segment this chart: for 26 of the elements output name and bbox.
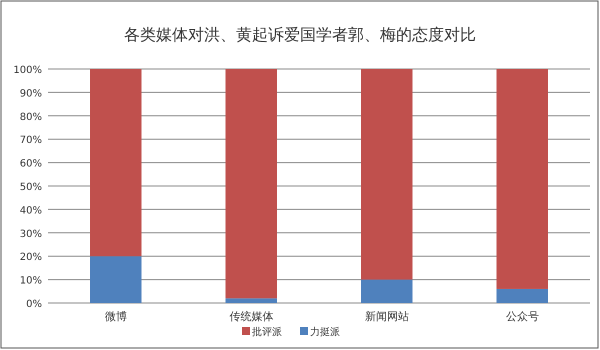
y-tick-label: 100% <box>13 65 42 76</box>
bar <box>496 288 548 303</box>
bar <box>90 69 142 256</box>
x-tick-label: 传统媒体 <box>229 310 274 323</box>
bar <box>361 280 412 303</box>
y-tick-label: 0% <box>26 299 42 310</box>
x-tick-label: 新闻网站 <box>364 310 409 323</box>
bar <box>226 69 277 298</box>
y-tick-label: 60% <box>20 158 42 170</box>
bar <box>496 69 548 289</box>
bar <box>361 69 412 280</box>
bar <box>90 256 142 303</box>
x-tick-label: 微博 <box>104 310 127 323</box>
y-tick-label: 80% <box>20 112 42 123</box>
x-tick-label: 公众号 <box>506 310 539 323</box>
y-tick-label: 40% <box>20 205 42 216</box>
chart-title: 各类媒体对洪、黄起诉爱国学者郭、梅的态度对比 <box>124 25 476 44</box>
bar <box>226 298 277 303</box>
legend-label: 批评派 <box>252 326 282 338</box>
y-tick-label: 90% <box>20 88 42 100</box>
y-tick-label: 70% <box>20 135 42 146</box>
legend-label: 力挺派 <box>310 326 340 338</box>
y-tick-label: 20% <box>20 252 42 264</box>
y-tick-label: 30% <box>20 228 42 240</box>
y-tick-label: 10% <box>20 276 42 287</box>
y-tick-label: 50% <box>20 182 42 193</box>
